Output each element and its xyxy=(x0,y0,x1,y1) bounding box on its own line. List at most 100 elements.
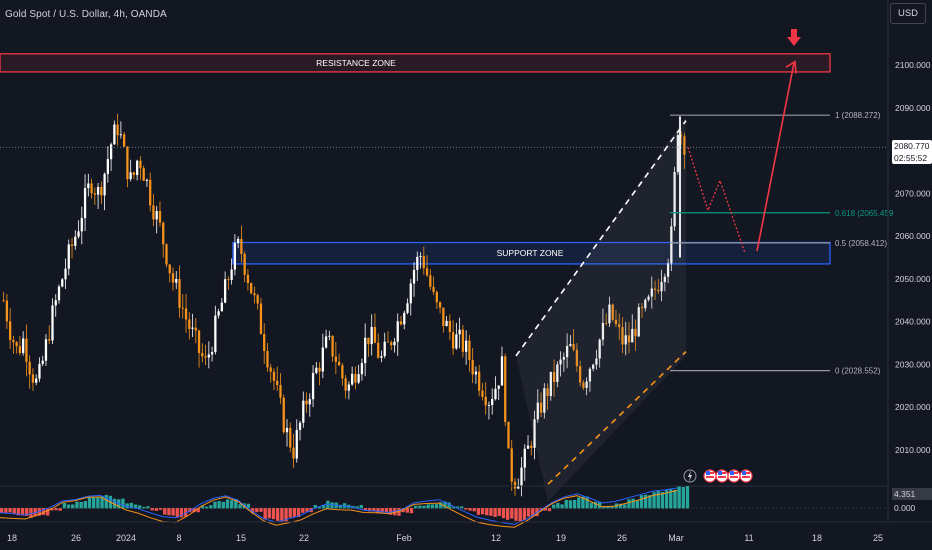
candle-body xyxy=(510,448,513,482)
candle-body xyxy=(624,335,627,345)
histogram-bar xyxy=(196,508,200,513)
candle-body xyxy=(126,146,129,180)
candle-body xyxy=(657,289,660,292)
candle xyxy=(562,352,565,372)
candle xyxy=(250,282,253,295)
candle-body xyxy=(337,361,341,366)
candle xyxy=(660,269,663,302)
candle-body xyxy=(123,134,126,147)
candle-body xyxy=(504,356,507,422)
candle xyxy=(683,132,686,169)
candle-body xyxy=(491,399,494,406)
histogram-bar xyxy=(62,502,67,509)
candle xyxy=(432,276,435,295)
histogram-bar xyxy=(510,508,514,519)
histogram-bar xyxy=(447,502,451,509)
us-flag-icon[interactable] xyxy=(715,469,729,483)
candle xyxy=(80,206,83,245)
candle xyxy=(67,239,70,276)
candle-body xyxy=(311,372,315,400)
candle-body xyxy=(601,322,605,340)
candle-body xyxy=(526,445,530,449)
candle-body xyxy=(605,322,608,324)
candle xyxy=(341,362,344,386)
candle xyxy=(344,374,347,399)
histogram-bar xyxy=(602,506,606,509)
candle-body xyxy=(302,400,305,423)
histogram-bar xyxy=(639,495,644,509)
histogram-bar xyxy=(355,506,359,509)
candle xyxy=(207,341,210,369)
candle-body xyxy=(12,340,15,343)
histogram-bar xyxy=(627,499,631,509)
y-tick-label: 2020.000 xyxy=(895,402,931,412)
candle xyxy=(624,321,627,356)
candle xyxy=(412,262,416,297)
histogram-bar xyxy=(568,500,573,509)
histogram-bar xyxy=(16,508,21,516)
resistance-zone[interactable] xyxy=(0,53,831,73)
candle-body xyxy=(572,344,575,350)
histogram-bar xyxy=(271,508,276,520)
histogram-bar xyxy=(112,498,117,509)
histogram-bar xyxy=(464,508,468,510)
candle xyxy=(321,333,324,379)
histogram-bar xyxy=(618,503,623,509)
candle xyxy=(35,374,38,386)
candle xyxy=(579,360,582,387)
candle-body xyxy=(627,335,631,343)
projection-path xyxy=(687,147,746,254)
histogram-bar xyxy=(497,508,501,516)
candle xyxy=(282,394,285,435)
candle xyxy=(520,456,523,497)
candle xyxy=(158,201,162,227)
candle xyxy=(543,383,546,419)
histogram-bar xyxy=(660,491,665,509)
candle xyxy=(233,234,237,276)
candle xyxy=(419,252,422,269)
histogram-bar xyxy=(125,503,129,509)
candle-body xyxy=(438,302,442,308)
candle-body xyxy=(210,352,214,355)
candle-body xyxy=(579,366,582,383)
candle xyxy=(25,324,28,377)
histogram-bar xyxy=(397,508,401,516)
candle xyxy=(425,255,429,277)
candle-body xyxy=(386,341,390,343)
candle xyxy=(5,293,9,329)
lightning-icon[interactable] xyxy=(683,469,697,483)
candle-body xyxy=(18,346,22,354)
histogram-bar xyxy=(142,506,146,509)
histogram-bar xyxy=(388,508,393,515)
histogram-bar xyxy=(50,508,54,511)
candle xyxy=(611,303,614,322)
candle xyxy=(631,314,634,343)
currency-button[interactable]: USD xyxy=(890,3,926,24)
candle xyxy=(608,296,611,328)
candle xyxy=(582,380,585,391)
candle xyxy=(188,312,191,340)
candle-body xyxy=(373,326,377,343)
candle-body xyxy=(650,288,653,297)
candle xyxy=(44,333,48,366)
us-flag-icon[interactable] xyxy=(727,469,741,483)
candle xyxy=(364,323,367,377)
candle-body xyxy=(217,311,220,316)
us-flag-icon[interactable] xyxy=(703,469,717,483)
candle xyxy=(331,335,334,362)
candle xyxy=(670,218,673,272)
histogram-bar xyxy=(451,506,455,509)
candle-body xyxy=(266,351,269,368)
y-tick-label: 2040.000 xyxy=(895,317,931,327)
histogram-bar xyxy=(455,506,460,509)
candle xyxy=(640,303,644,319)
candle-body xyxy=(478,371,481,391)
candle-body xyxy=(41,360,44,364)
candle-body xyxy=(334,356,337,362)
us-flag-icon[interactable] xyxy=(739,469,753,483)
histogram-bar xyxy=(635,500,639,509)
candle xyxy=(272,368,276,391)
candle xyxy=(28,355,31,389)
candle xyxy=(429,269,432,291)
